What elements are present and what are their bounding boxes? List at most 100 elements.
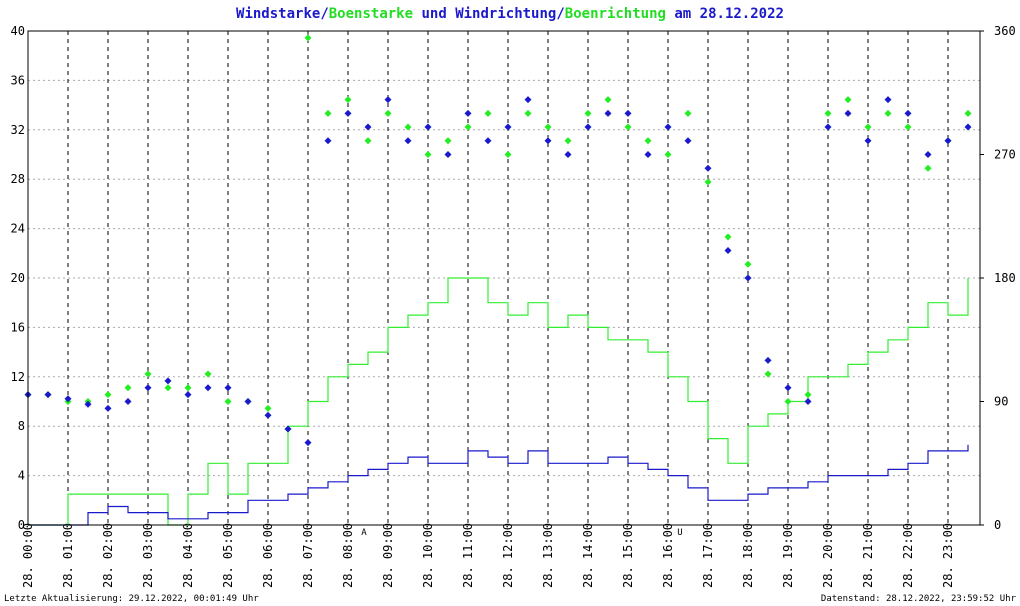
direction-point — [104, 404, 112, 412]
direction-point — [544, 123, 552, 131]
direction-point — [164, 384, 172, 392]
x-tick-label: 28. 21:00 — [861, 523, 875, 588]
x-tick-label: 28. 02:00 — [101, 523, 115, 588]
direction-point — [824, 109, 832, 117]
direction-point — [804, 391, 812, 399]
title-part: / — [556, 6, 564, 22]
x-tick-label: 28. 15:00 — [621, 523, 635, 588]
direction-point — [884, 96, 892, 104]
direction-point — [264, 404, 272, 412]
direction-point — [704, 164, 712, 172]
y-tick-label: 16 — [11, 320, 25, 334]
direction-point — [664, 151, 672, 158]
direction-point — [604, 96, 612, 104]
x-tick-label: 28. 11:00 — [461, 523, 475, 588]
annotation: U — [677, 528, 682, 538]
direction-point — [484, 137, 492, 145]
y-tick-label: 40 — [11, 24, 25, 38]
direction-point — [124, 384, 132, 392]
direction-point — [884, 109, 892, 117]
series-line — [28, 444, 969, 526]
direction-point — [384, 109, 392, 117]
direction-point — [64, 395, 72, 403]
direction-point — [704, 178, 712, 186]
y-tick-label: 12 — [11, 370, 25, 384]
direction-point — [764, 370, 772, 378]
y-tick-label: 4 — [18, 469, 25, 483]
direction-point — [624, 123, 632, 131]
x-tick-label: 28. 23:00 — [941, 523, 955, 588]
direction-point — [204, 384, 212, 392]
direction-point — [804, 398, 812, 405]
direction-point — [784, 398, 792, 405]
direction-point — [324, 109, 332, 117]
direction-point — [604, 109, 612, 117]
direction-point — [164, 377, 172, 385]
direction-point — [964, 123, 972, 131]
direction-point — [424, 123, 432, 131]
chart-title: Windstarke/Boenstarke und Windrichtung/B… — [236, 6, 784, 22]
direction-point — [924, 164, 932, 172]
x-tick-label: 28. 03:00 — [141, 523, 155, 588]
x-tick-label: 28. 04:00 — [181, 523, 195, 588]
x-tick-label: 28. 17:00 — [701, 523, 715, 588]
x-tick-label: 28. 20:00 — [821, 523, 835, 588]
direction-point — [864, 137, 872, 145]
x-tick-label: 28. 09:00 — [381, 523, 395, 588]
y2-tick-label: 180 — [994, 271, 1016, 285]
direction-point — [684, 109, 692, 117]
direction-point — [344, 96, 352, 104]
x-tick-label: 28. 07:00 — [301, 523, 315, 588]
x-tick-label: 28. 08:00 — [341, 523, 355, 588]
direction-point — [964, 109, 972, 117]
x-tick-label: 28. 01:00 — [61, 523, 75, 588]
footer-right: Datenstand: 28.12.2022, 23:59:52 Uhr — [821, 594, 1017, 604]
direction-point — [744, 274, 752, 282]
direction-point — [544, 137, 552, 145]
direction-point — [584, 109, 592, 117]
title-part: Windrichtung — [455, 6, 556, 22]
direction-point — [524, 96, 532, 104]
direction-point — [524, 109, 532, 117]
x-tick-label: 28. 00:00 — [21, 523, 35, 588]
direction-point — [724, 247, 732, 255]
title-part: Windstarke — [236, 6, 320, 22]
direction-point — [184, 391, 192, 399]
direction-point — [444, 151, 452, 158]
series-line — [28, 277, 969, 526]
direction-point — [144, 384, 152, 392]
x-tick-label: 28. 22:00 — [901, 523, 915, 588]
direction-point — [84, 400, 92, 408]
direction-point — [244, 398, 252, 405]
direction-point — [684, 137, 692, 145]
direction-point — [104, 391, 112, 399]
direction-point — [404, 137, 412, 145]
direction-point — [344, 109, 352, 117]
direction-point — [324, 137, 332, 145]
x-tick-label: 28. 10:00 — [421, 523, 435, 588]
x-tick-label: 28. 18:00 — [741, 523, 755, 588]
direction-point — [484, 109, 492, 117]
y-tick-label: 28 — [11, 172, 25, 186]
title-part: / — [320, 6, 328, 22]
title-part: am 28.12.2022 — [666, 6, 784, 22]
direction-point — [264, 411, 272, 419]
direction-point — [284, 425, 292, 433]
direction-point — [384, 96, 392, 104]
direction-point — [504, 123, 512, 131]
direction-point — [504, 151, 512, 158]
direction-point — [584, 123, 592, 131]
direction-point — [124, 398, 132, 405]
direction-point — [464, 123, 472, 131]
annotation: A — [361, 528, 367, 538]
title-part: Boenstarke — [329, 6, 413, 22]
direction-point — [204, 370, 212, 378]
direction-point — [924, 151, 932, 158]
direction-point — [824, 123, 832, 131]
y-tick-label: 36 — [11, 73, 25, 87]
y-tick-label: 0 — [18, 518, 25, 532]
direction-point — [464, 109, 472, 117]
direction-point — [424, 151, 432, 158]
direction-point — [44, 391, 52, 399]
